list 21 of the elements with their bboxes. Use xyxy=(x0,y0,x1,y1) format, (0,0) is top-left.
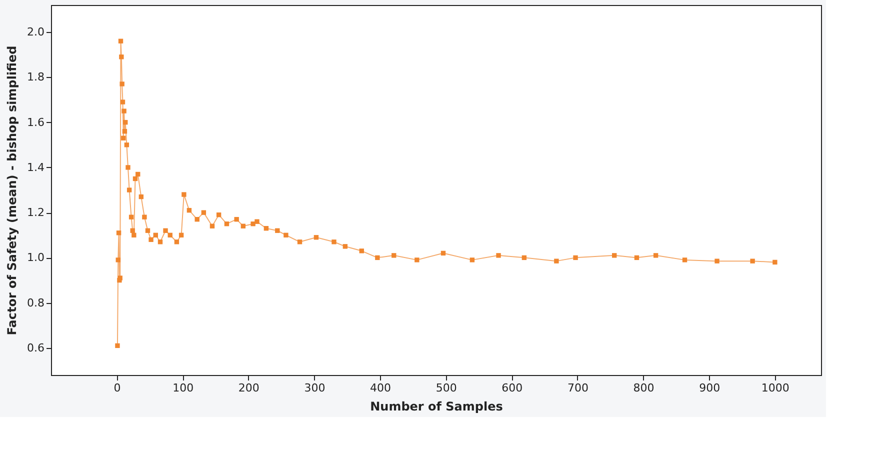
y-tick-label: 2.0 xyxy=(27,26,44,39)
y-tick-label: 1.0 xyxy=(27,251,44,264)
x-tick-label: 200 xyxy=(238,382,260,394)
y-tick-label: 1.8 xyxy=(27,70,44,84)
y-tick-label: 1.2 xyxy=(27,206,44,220)
y-tick-label: 1.6 xyxy=(27,116,44,129)
x-tick-label: 0 xyxy=(114,382,121,394)
x-tick-label: 100 xyxy=(172,382,194,394)
x-tick-label: 1000 xyxy=(761,382,790,394)
x-tick-label: 600 xyxy=(502,382,523,394)
y-axis-title: Factor of Safety (mean) - bishop simplified xyxy=(5,46,20,336)
x-tick-label: 500 xyxy=(436,382,457,394)
x-tick-label: 700 xyxy=(567,382,588,394)
y-tick-label: 1.4 xyxy=(27,160,44,174)
y-tick-label: 0.6 xyxy=(27,341,44,354)
x-tick-label: 400 xyxy=(370,382,392,394)
x-tick-label: 300 xyxy=(304,382,326,394)
x-tick-label: 900 xyxy=(699,382,720,394)
y-tick-label: 0.8 xyxy=(27,296,44,310)
x-tick-label: 800 xyxy=(633,382,654,394)
x-axis-title: Number of Samples xyxy=(370,400,503,414)
